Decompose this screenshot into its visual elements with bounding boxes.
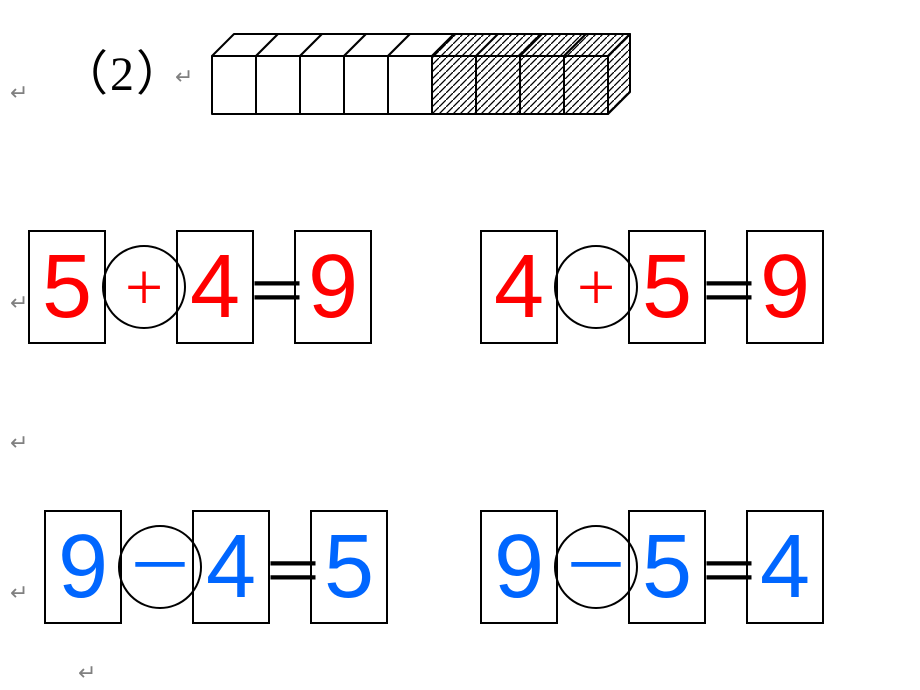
digit: 5	[324, 522, 374, 612]
operator-circle: +	[102, 245, 186, 329]
operand-box: 5	[628, 230, 706, 344]
digit: 4	[494, 242, 544, 332]
operand-box: 4	[192, 510, 270, 624]
result-box: 9	[294, 230, 372, 344]
return-mark: ↵	[10, 290, 28, 316]
operator: +	[125, 253, 163, 321]
digit: 9	[308, 242, 358, 332]
operand-box: 9	[480, 510, 558, 624]
digit: 4	[760, 522, 810, 612]
result-box: 5	[310, 510, 388, 624]
blocks-diagram	[208, 30, 678, 140]
operand-box: 5	[28, 230, 106, 344]
operator-circle: －	[554, 525, 638, 609]
return-mark: ↵	[78, 660, 96, 686]
operand-box: 9	[44, 510, 122, 624]
equation-4: 9 － 5 ＝ 4	[480, 510, 824, 624]
equation-3: 9 － 4 ＝ 5	[44, 510, 388, 624]
operator: －	[126, 533, 194, 601]
result-box: 4	[746, 510, 824, 624]
digit: 9	[494, 522, 544, 612]
digit: 9	[760, 242, 810, 332]
digit: 9	[58, 522, 108, 612]
operator-circle: －	[118, 525, 202, 609]
problem-number: （2）	[60, 34, 186, 104]
operand-box: 4	[176, 230, 254, 344]
equation-2: 4 + 5 ＝ 9	[480, 230, 824, 344]
digit: 5	[42, 242, 92, 332]
return-mark: ↵	[10, 580, 28, 606]
page: ↵ ↵ ↵ ↵ ↵ ↵ （2） 5 + 4 ＝ 9 4 + 5 ＝ 9 9 － …	[0, 0, 920, 690]
digit: 5	[642, 242, 692, 332]
operand-box: 5	[628, 510, 706, 624]
operator: －	[562, 533, 630, 601]
digit: 4	[206, 522, 256, 612]
equation-1: 5 + 4 ＝ 9	[28, 230, 372, 344]
digit: 5	[642, 522, 692, 612]
return-mark: ↵	[10, 430, 28, 456]
return-mark: ↵	[10, 80, 28, 106]
operator-circle: +	[554, 245, 638, 329]
operator: +	[577, 253, 615, 321]
operand-box: 4	[480, 230, 558, 344]
result-box: 9	[746, 230, 824, 344]
digit: 4	[190, 242, 240, 332]
